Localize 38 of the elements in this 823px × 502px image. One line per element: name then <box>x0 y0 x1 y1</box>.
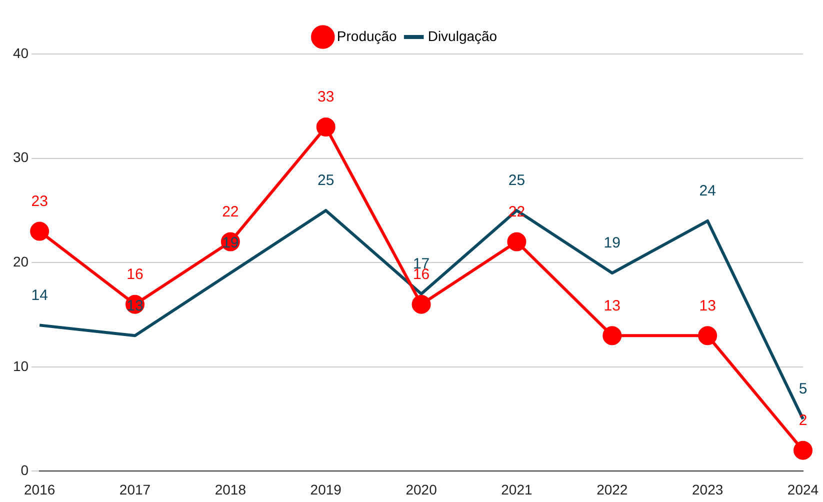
data-label: 19 <box>604 234 620 252</box>
x-tick-label: 2022 <box>596 481 628 498</box>
point <box>602 326 622 346</box>
point <box>507 232 526 252</box>
data-label: 25 <box>508 172 526 190</box>
x-tick-label: 2023 <box>692 481 724 498</box>
data-label: 33 <box>318 88 334 106</box>
data-label: 13 <box>126 297 144 314</box>
data-label: 25 <box>318 172 334 190</box>
point <box>316 118 336 137</box>
x-tick-label: 2017 <box>119 481 151 498</box>
point <box>698 326 718 346</box>
x-tick-label: 2021 <box>501 481 532 498</box>
legend-label: Produção <box>336 28 398 44</box>
data-label: 2 <box>798 412 808 429</box>
y-tick-label: 10 <box>12 358 29 374</box>
data-label: 24 <box>699 182 716 200</box>
data-label: 13 <box>699 297 716 314</box>
point <box>412 294 431 314</box>
x-tick-label: 2016 <box>24 481 56 498</box>
y-tick-label: 40 <box>12 44 29 61</box>
x-tick-label: 2018 <box>214 481 246 498</box>
point <box>794 440 812 460</box>
point <box>30 222 50 241</box>
data-label: 5 <box>798 380 808 398</box>
x-tick-label: 2024 <box>787 481 819 498</box>
data-label: 16 <box>126 266 144 283</box>
y-tick-label: 30 <box>12 149 29 166</box>
data-label: 14 <box>31 286 48 304</box>
x-tick-label: 2019 <box>310 481 342 498</box>
data-label: 19 <box>222 234 239 252</box>
y-tick-label: 0 <box>20 462 29 478</box>
legend-label: Divulgação <box>428 28 498 44</box>
data-label: 23 <box>31 192 48 210</box>
data-label: 22 <box>222 203 239 220</box>
data-label: 13 <box>604 297 620 314</box>
y-tick-label: 20 <box>12 253 29 270</box>
x-tick-label: 2020 <box>406 481 438 498</box>
